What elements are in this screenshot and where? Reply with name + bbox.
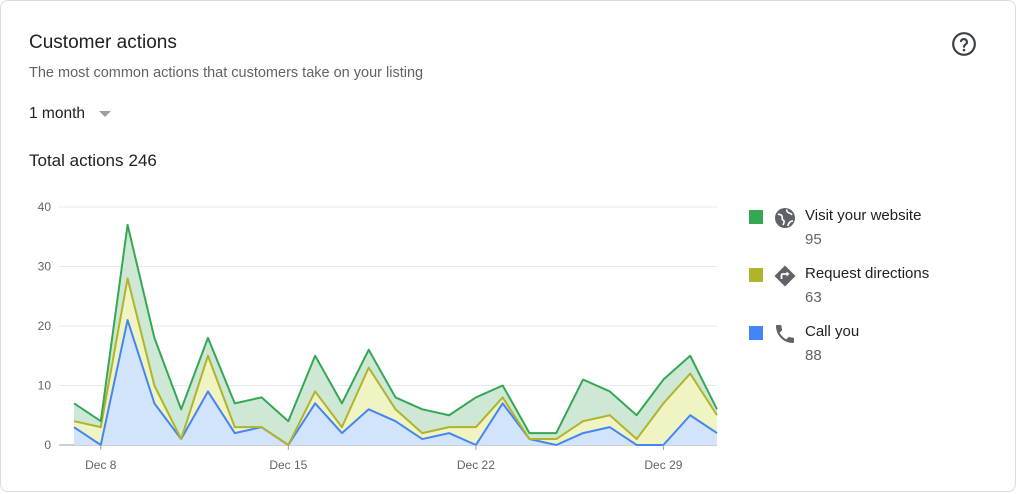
chevron-down-icon xyxy=(99,111,112,117)
series-area-visit-your-website xyxy=(74,224,717,445)
y-tick-label: 30 xyxy=(38,260,52,274)
legend-label-call: Call you xyxy=(805,323,860,340)
y-tick-label: 20 xyxy=(38,319,52,333)
series-line-visit-your-website xyxy=(73,223,718,435)
legend-value-call: 88 xyxy=(805,347,822,364)
y-tick-label: 40 xyxy=(38,200,52,214)
card-subtitle: The most common actions that customers t… xyxy=(29,65,424,81)
x-tick-label: Dec 22 xyxy=(457,458,495,472)
actions-chart: 0 10 20 30 40 Dec 8 Dec 15 Dec 22 Dec 29 xyxy=(38,200,718,472)
series-area-call-you xyxy=(74,320,717,445)
total-value: 246 xyxy=(128,151,157,170)
help-icon[interactable] xyxy=(951,31,977,57)
period-dropdown[interactable]: 1 month xyxy=(29,105,112,123)
legend-label-website: Visit your website xyxy=(805,207,922,224)
legend-value-website: 95 xyxy=(805,231,822,248)
series-area-request-directions xyxy=(74,278,717,445)
y-tick-label: 0 xyxy=(44,438,51,452)
total-label: Total actions xyxy=(29,151,124,170)
legend-swatch-directions xyxy=(749,268,763,282)
period-value: 1 month xyxy=(29,105,86,122)
x-tick-label: Dec 15 xyxy=(269,458,307,472)
legend-label-directions: Request directions xyxy=(805,265,930,282)
phone-icon xyxy=(776,325,794,343)
directions-icon xyxy=(774,265,796,287)
card-title: Customer actions xyxy=(29,32,177,53)
total-actions: Total actions 246 xyxy=(29,151,162,171)
legend-swatch-website xyxy=(749,210,763,224)
legend-swatch-call xyxy=(749,326,763,340)
x-tick-label: Dec 29 xyxy=(644,458,682,472)
globe-icon xyxy=(775,208,795,228)
y-tick-label: 10 xyxy=(38,379,52,393)
series-line-request-directions xyxy=(73,277,718,446)
legend-value-directions: 63 xyxy=(805,289,822,306)
x-tick-label: Dec 8 xyxy=(85,458,117,472)
